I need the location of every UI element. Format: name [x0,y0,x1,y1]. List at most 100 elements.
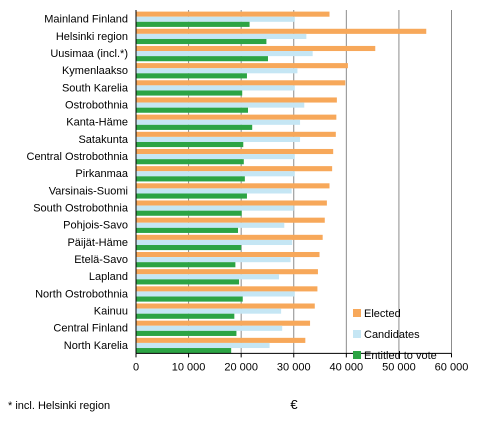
category-label: Kymenlaakso [62,65,128,77]
category-label: Varsinais-Suomi [49,185,128,197]
bar-elected [136,251,320,258]
category-label: Helsinki region [56,31,128,43]
bar-entitled-to-vote [136,262,236,268]
category-labels: Mainland Finland Helsinki region Uusimaa (… [27,14,129,352]
bar-elected [136,131,336,137]
bar-entitled-to-vote [136,193,247,199]
bar-entitled-to-vote [136,141,244,148]
legend: Elected Candidates Entitled to vote [353,308,437,362]
bar-elected [136,183,330,189]
bar-elected [136,11,330,17]
x-axis: 0 10 000 20 000 30 000 40 000 50 000 60 000 [133,10,468,373]
bar-entitled-to-vote [136,21,250,27]
bar-entitled-to-vote [136,348,232,354]
bar-entitled-to-vote [136,38,267,45]
x-tick-label: 50 000 [382,361,416,373]
bar-elected [136,80,346,86]
bar-entitled-to-vote [136,176,245,182]
bar-entitled-to-vote [136,90,243,96]
bar-elected [136,234,323,240]
category-label: Pohjois-Savo [63,220,128,232]
bar-elected [136,320,311,326]
bar-elected [136,286,318,292]
bar-candidates [136,342,270,349]
bar-entitled-to-vote [136,56,268,62]
category-label: Central Finland [53,323,128,335]
x-tick-label: 0 [133,361,139,373]
bars [136,11,427,354]
bar-entitled-to-vote [136,159,244,165]
legend-label: Elected [364,308,401,320]
category-label: Central Ostrobothnia [27,151,129,163]
category-label: Mainland Finland [44,14,128,26]
bar-candidates [136,239,293,246]
bar-entitled-to-vote [136,330,237,336]
gridlines [188,10,452,354]
category-label: Ostrobothnia [65,99,129,111]
bar-candidates [136,291,295,297]
legend-swatch [353,309,361,317]
category-label: Kainuu [94,305,128,317]
category-label: Etelä-Savo [74,254,128,266]
bar-entitled-to-vote [136,296,243,302]
category-label: Uusimaa (incl.*) [50,48,128,60]
x-tick-label: 30 000 [277,361,311,373]
bar-candidates [136,16,295,22]
bar-candidates [136,102,305,108]
bar-entitled-to-vote [136,73,247,79]
bar-elected [136,303,315,309]
x-tick-label: 10 000 [172,361,206,373]
bar-candidates [136,33,307,39]
legend-swatch [353,330,361,338]
legend-label: Candidates [364,329,420,341]
bar-entitled-to-vote [136,107,249,113]
x-tick-label: 60 000 [435,361,469,373]
bar-candidates [136,308,282,314]
bar-elected [136,97,337,103]
bar-candidates [136,51,313,57]
bar-candidates [136,257,291,263]
bar-candidates [136,171,295,177]
bar-candidates [136,325,283,331]
bar-entitled-to-vote [136,124,253,130]
category-label: Satakunta [78,134,128,146]
footnote: * incl. Helsinki region [8,400,111,412]
category-label: South Ostrobothnia [33,202,129,214]
bar-entitled-to-vote [136,227,239,233]
bar-elected [136,200,327,206]
legend-swatch [353,351,361,359]
bar-candidates [136,136,301,142]
bar-candidates [136,222,285,228]
bar-elected [136,166,333,172]
bar-elected [136,114,337,120]
category-label: North Ostrobothnia [35,288,129,300]
category-label: Lapland [89,271,128,283]
category-label: North Karelia [64,340,129,352]
bar-candidates [136,188,292,194]
bar-entitled-to-vote [136,279,240,285]
category-label: South Karelia [62,82,129,94]
x-axis-label: € [290,397,298,412]
bar-elected [136,28,427,34]
category-label: Päijät-Häme [67,237,128,249]
bar-candidates [136,85,295,91]
bar-elected [136,63,348,69]
x-tick-label: 20 000 [224,361,258,373]
bar-entitled-to-vote [136,210,242,216]
x-tick-label: 40 000 [330,361,364,373]
bar-entitled-to-vote [136,245,242,251]
bar-elected [136,45,376,52]
bar-elected [136,337,306,343]
bar-elected [136,217,325,223]
bar-candidates [136,119,301,125]
bar-entitled-to-vote [136,313,235,319]
bar-candidates [136,68,298,74]
bar-elected [136,269,318,275]
bar-candidates [136,205,294,211]
bar-candidates [136,274,280,280]
category-label: Pirkanmaa [75,168,128,180]
bar-elected [136,148,334,155]
legend-label: Entitled to vote [364,350,437,362]
category-label: Kanta-Häme [66,117,128,129]
